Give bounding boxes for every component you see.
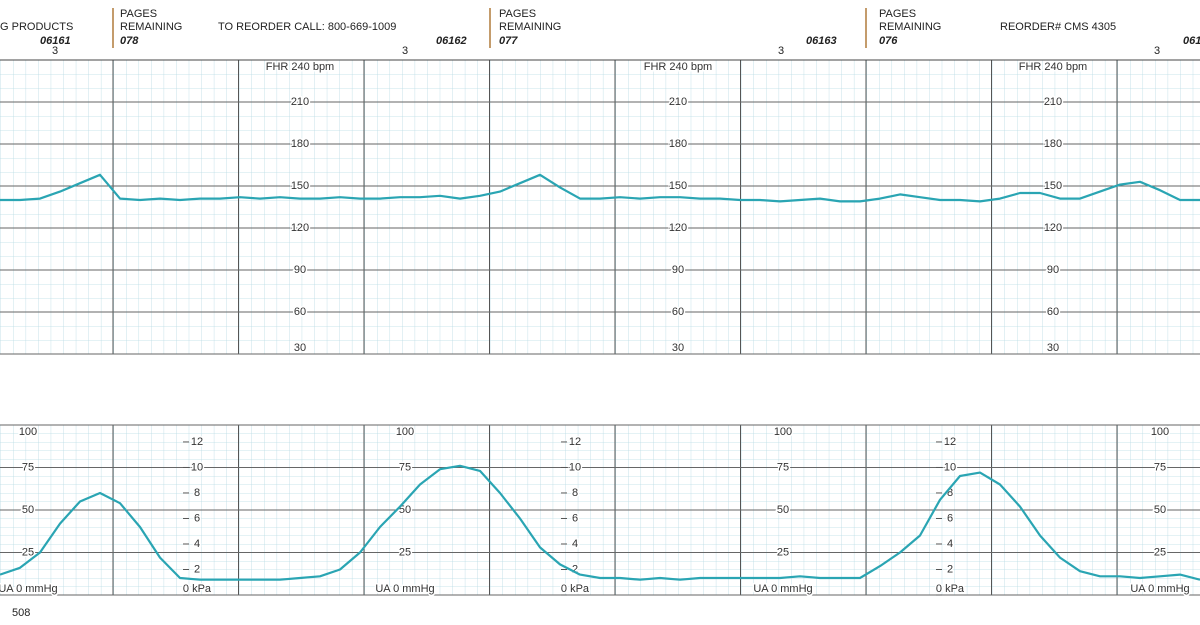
y-tick-label: 90 <box>294 264 306 276</box>
y2-tick-label: 10 <box>569 461 581 473</box>
y-tick-label: 75 <box>399 461 411 473</box>
y-tick-label: 150 <box>1044 180 1062 192</box>
remaining-label: REMAINING <box>879 21 941 33</box>
y-tick-label: 30 <box>672 342 684 354</box>
reorder-phone: TO REORDER CALL: 800-669-1009 <box>218 21 396 33</box>
y2-tick-label: 12 <box>191 436 203 448</box>
pages-label: PAGES <box>120 8 157 20</box>
page-number: 06161 <box>40 35 71 47</box>
y-tick-label: 120 <box>669 222 687 234</box>
brand: G PRODUCTS <box>0 21 73 33</box>
y-tick-label: UA 0 mmHg <box>375 583 434 595</box>
y-tick-label: 100 <box>1151 426 1169 438</box>
y-tick-label: 30 <box>294 342 306 354</box>
y2-tick-label: 4 <box>947 538 953 550</box>
y-tick-label: 100 <box>19 426 37 438</box>
marker: 3 <box>52 45 58 57</box>
y-tick-label: 150 <box>291 180 309 192</box>
marker: 3 <box>402 45 408 57</box>
y2-tick-label: 8 <box>572 487 578 499</box>
y-tick-label: 100 <box>774 426 792 438</box>
trace-line <box>0 464 1200 581</box>
minor-grid <box>0 60 1200 354</box>
y2-tick-label: 4 <box>194 538 200 550</box>
y-tick-label: 150 <box>669 180 687 192</box>
y-tick-label: 30 <box>1047 342 1059 354</box>
y2-tick-label: 8 <box>194 487 200 499</box>
page-number: 06163 <box>806 35 837 47</box>
y-tick-label: 210 <box>291 96 309 108</box>
y-tick-label: 50 <box>777 504 789 516</box>
y2-tick-label: 10 <box>944 461 956 473</box>
y2-tick-label: 6 <box>572 512 578 524</box>
reorder-number: REORDER# CMS 4305 <box>1000 21 1116 33</box>
remaining-label: REMAINING <box>499 21 561 33</box>
marker: 3 <box>1154 45 1160 57</box>
page-number: 061 <box>1183 35 1200 47</box>
remaining-label: REMAINING <box>120 21 182 33</box>
y-tick-label: UA 0 mmHg <box>0 583 58 595</box>
y2-tick-label: 10 <box>191 461 203 473</box>
pages-label: PAGES <box>879 8 916 20</box>
y-tick-label: UA 0 mmHg <box>753 583 812 595</box>
y-tick-label: 210 <box>1044 96 1062 108</box>
y-tick-label: 180 <box>291 138 309 150</box>
y-tick-label: 50 <box>1154 504 1166 516</box>
y-tick-label: 90 <box>672 264 684 276</box>
pages-remaining: 076 <box>879 35 898 47</box>
y-tick-label: 25 <box>777 546 789 558</box>
y-tick-label: 75 <box>1154 461 1166 473</box>
y2-tick-label: 0 kPa <box>936 583 965 595</box>
footer-code: 508 <box>12 607 30 619</box>
y-tick-label: 60 <box>1047 306 1059 318</box>
y-tick-label: 75 <box>22 461 34 473</box>
y2-tick-label: 2 <box>194 563 200 575</box>
pages-label: PAGES <box>499 8 536 20</box>
y-tick-label: 180 <box>1044 138 1062 150</box>
y-tick-label: UA 0 mmHg <box>1130 583 1189 595</box>
marker: 3 <box>778 45 784 57</box>
y-tick-label: 25 <box>399 546 411 558</box>
y-tick-label: 60 <box>294 306 306 318</box>
y2-tick-label: 2 <box>572 563 578 575</box>
y-tick-label: 120 <box>1044 222 1062 234</box>
y2-tick-label: 0 kPa <box>183 583 212 595</box>
y-tick-label: 90 <box>1047 264 1059 276</box>
y-tick-label: 210 <box>669 96 687 108</box>
y-tick-label: 60 <box>672 306 684 318</box>
y-tick-label: 25 <box>22 546 34 558</box>
y2-tick-label: 6 <box>947 512 953 524</box>
y-tick-label: 100 <box>396 426 414 438</box>
y2-tick-label: 6 <box>194 512 200 524</box>
trace-line <box>0 173 1200 203</box>
y2-tick-label: 12 <box>569 436 581 448</box>
y2-tick-label: 12 <box>944 436 956 448</box>
y2-tick-label: 0 kPa <box>561 583 590 595</box>
y-tick-label: 180 <box>669 138 687 150</box>
y2-tick-label: 8 <box>947 487 953 499</box>
y-tick-label: 25 <box>1154 546 1166 558</box>
y2-tick-label: 2 <box>947 563 953 575</box>
y-tick-label: 120 <box>291 222 309 234</box>
y2-tick-label: 4 <box>572 538 578 550</box>
y-tick-label: 50 <box>22 504 34 516</box>
pages-remaining: 078 <box>120 35 139 47</box>
pages-remaining: 077 <box>499 35 518 47</box>
y-tick-label: FHR 240 bpm <box>266 61 334 73</box>
page-number: 06162 <box>436 35 467 47</box>
y-tick-label: 75 <box>777 461 789 473</box>
y-tick-label: FHR 240 bpm <box>1019 61 1087 73</box>
y-tick-label: FHR 240 bpm <box>644 61 712 73</box>
